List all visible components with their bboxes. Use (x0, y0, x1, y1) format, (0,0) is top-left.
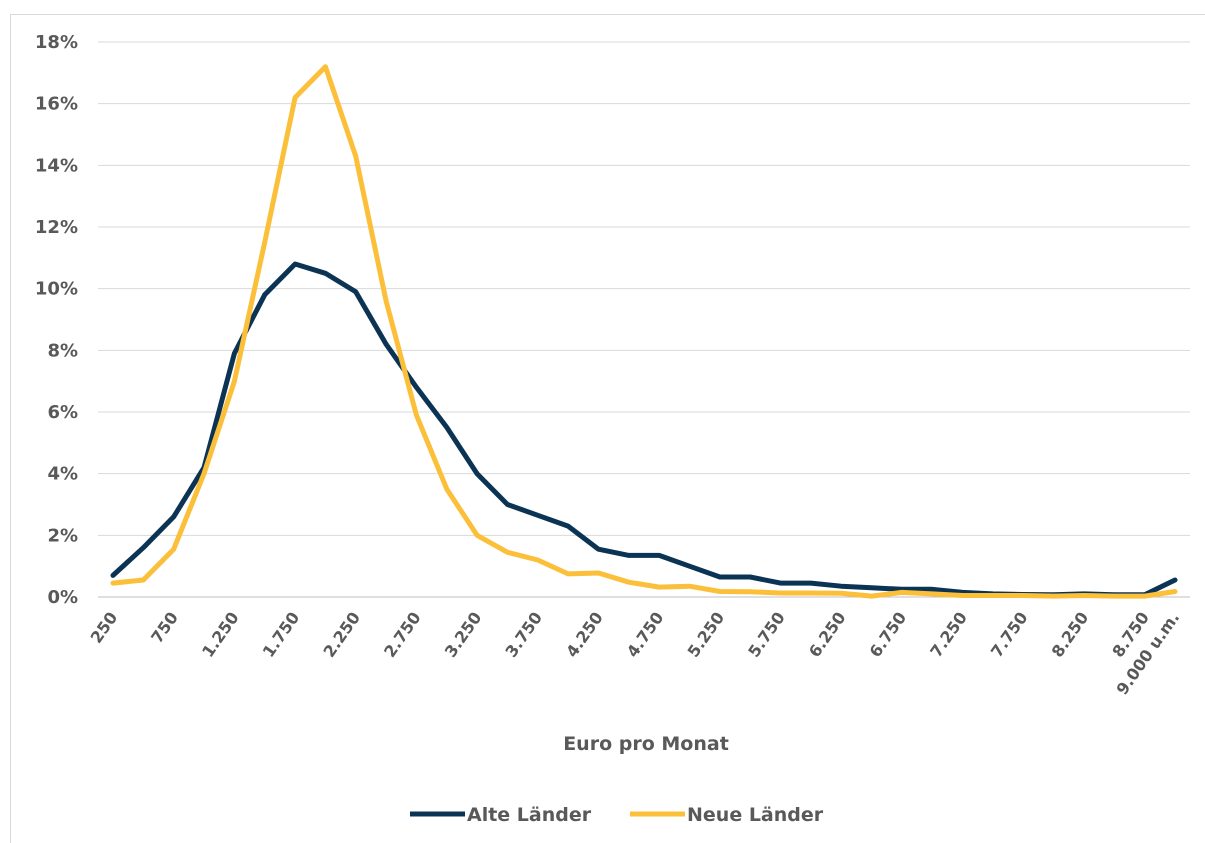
y-tick-label: 18% (35, 32, 78, 53)
y-tick-label: 8% (47, 340, 78, 361)
x-tick-label: 250 (87, 608, 122, 646)
x-tick-label: 4.750 (623, 608, 668, 660)
x-tick-label: 5.750 (744, 608, 789, 660)
x-axis-ticks: 250 750 1.250 1.750 2.250 2.750 3.250 3.750 4.25… (87, 608, 1184, 698)
x-tick-label: 7.750 (987, 608, 1032, 660)
legend-label: Alte Länder (467, 804, 592, 826)
x-tick-label: 8.250 (1048, 608, 1093, 660)
y-tick-label: 6% (47, 402, 78, 423)
x-tick-label: 6.250 (805, 608, 850, 660)
series-line-1 (110, 261, 1178, 598)
y-tick-label: 16% (35, 94, 78, 115)
x-tick-label: 5.250 (684, 608, 729, 660)
series-lines (110, 64, 1178, 599)
y-tick-label: 0% (47, 587, 78, 608)
chart-frame (10, 14, 1205, 843)
legend-label: Neue Länder (687, 804, 824, 826)
y-tick-label: 14% (35, 155, 78, 176)
x-tick-label: 4.250 (562, 608, 607, 660)
x-tick-label: 3.750 (501, 608, 546, 660)
x-tick-label: 7.250 (926, 608, 971, 660)
gridlines (98, 41, 1190, 598)
x-tick-label: 1.250 (198, 608, 243, 660)
y-axis-ticks: 0% 2% 4% 6% 8% 10% 12% 14% 16% 18% (35, 32, 78, 608)
y-tick-label: 4% (47, 464, 78, 485)
x-tick-label: 2.250 (319, 608, 364, 660)
x-tick-label: 750 (147, 608, 182, 646)
x-tick-label: 6.750 (866, 608, 911, 660)
x-tick-label: 2.750 (380, 608, 425, 660)
x-tick-label: 1.750 (259, 608, 304, 660)
x-tick-label: 3.250 (441, 608, 486, 660)
legend: Alte Länder Neue Länder (410, 804, 824, 826)
y-tick-label: 12% (35, 217, 78, 238)
y-tick-label: 10% (35, 279, 78, 300)
series-line-2 (110, 64, 1178, 599)
y-tick-label: 2% (47, 525, 78, 546)
x-axis-label: Euro pro Monat (563, 733, 729, 755)
